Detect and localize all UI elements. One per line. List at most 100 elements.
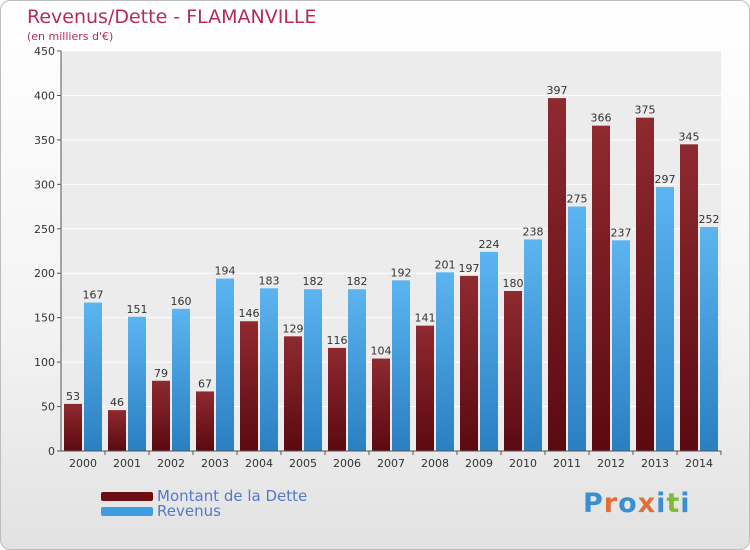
x-tick-label: 2006 [333,457,361,470]
y-tick-label: 150 [34,312,55,325]
bar-revenus [612,240,630,451]
data-label: 104 [371,345,392,358]
plot-area [61,51,721,451]
bar-revenus [84,302,102,451]
data-label: 46 [110,396,124,409]
bar-revenus [216,278,234,451]
logo-letter: t [666,488,681,519]
data-label: 67 [198,377,212,390]
bar-revenus [568,206,586,451]
x-tick-label: 2011 [553,457,581,470]
x-tick-label: 2002 [157,457,185,470]
logo-letter: x [637,488,657,519]
data-label: 116 [327,334,348,347]
bar-dette [504,291,522,451]
legend-label-debt: Montant de la Dette [157,487,308,505]
bar-revenus [524,239,542,451]
legend-swatch-debt [101,492,153,501]
bar-revenus [436,272,454,451]
x-tick-label: 2007 [377,457,405,470]
logo-letter: r [603,488,619,519]
bar-dette [328,347,346,451]
data-label: 182 [303,275,324,288]
y-tick-label: 350 [34,134,55,147]
data-label: 180 [503,277,524,290]
chart-title: Revenus/Dette - FLAMANVILLE [27,6,317,28]
x-tick-label: 2009 [465,457,493,470]
bar-dette [64,403,82,451]
bar-revenus [172,308,190,451]
bar-revenus [348,289,366,451]
bar-dette [284,336,302,451]
data-label: 194 [215,265,236,278]
data-label: 182 [347,275,368,288]
legend-label-revenus: Revenus [157,502,221,520]
x-tick-label: 2004 [245,457,273,470]
data-label: 252 [699,213,720,226]
bar-dette [460,275,478,451]
data-label: 53 [66,390,80,403]
y-tick-label: 450 [34,45,55,58]
data-label: 345 [679,130,700,143]
x-tick-label: 2001 [113,457,141,470]
data-label: 237 [611,226,632,239]
data-label: 197 [459,262,480,275]
data-label: 375 [635,104,656,117]
data-label: 160 [171,295,192,308]
data-label: 79 [154,367,168,380]
data-label: 238 [523,225,544,238]
logo-letter: i [656,488,667,519]
x-tick-label: 2012 [597,457,625,470]
bar-revenus [656,187,674,451]
data-label: 183 [259,274,280,287]
bar-revenus [260,288,278,451]
y-tick-label: 200 [34,267,55,280]
data-label: 297 [655,173,676,186]
x-tick-label: 2010 [509,457,537,470]
y-tick-label: 0 [48,445,55,458]
y-tick-label: 50 [41,401,55,414]
x-tick-label: 2003 [201,457,229,470]
data-label: 146 [239,307,260,320]
grid-lines [61,50,721,408]
logo-letter: i [680,488,691,519]
data-label: 151 [127,303,148,316]
legend-swatch-revenus [101,507,153,516]
bar-dette [152,380,170,451]
y-tick-label: 100 [34,356,55,369]
data-label: 201 [435,258,456,271]
bar-dette [196,391,214,451]
data-label: 167 [83,289,104,302]
bar-dette [240,321,258,451]
bar-revenus [128,316,146,451]
bar-dette [636,117,654,452]
bar-dette [592,125,610,452]
data-label: 141 [415,312,436,325]
bars-group: 53 167 46 151 79 160 67 194 146 183 129 182 116 182 10… [64,84,720,452]
bar-revenus [700,227,718,451]
y-tick-label: 250 [34,223,55,236]
proxiti-logo: Proxiti [583,488,691,519]
x-tick-label: 2008 [421,457,449,470]
data-label: 224 [479,238,500,251]
bar-dette [548,98,566,451]
logo-letter: P [583,488,604,519]
x-tick-label: 2000 [69,457,97,470]
data-label: 366 [591,112,612,125]
chart-subtitle: (en milliers d'€) [27,30,114,43]
bar-revenus [480,251,498,451]
y-tick-label: 300 [34,178,55,191]
logo-letter: o [618,488,638,519]
data-label: 275 [567,193,588,206]
x-tick-label: 2005 [289,457,317,470]
bar-dette [680,144,698,452]
data-label: 192 [391,266,412,279]
bar-revenus [392,280,410,451]
bar-dette [108,410,126,451]
data-label: 397 [547,84,568,97]
x-tick-label: 2014 [685,457,713,470]
axes-group: 0 50 100 150 200 250 300 350 400 450 2000 2001 2002 2… [34,45,722,470]
bar-dette [416,325,434,451]
